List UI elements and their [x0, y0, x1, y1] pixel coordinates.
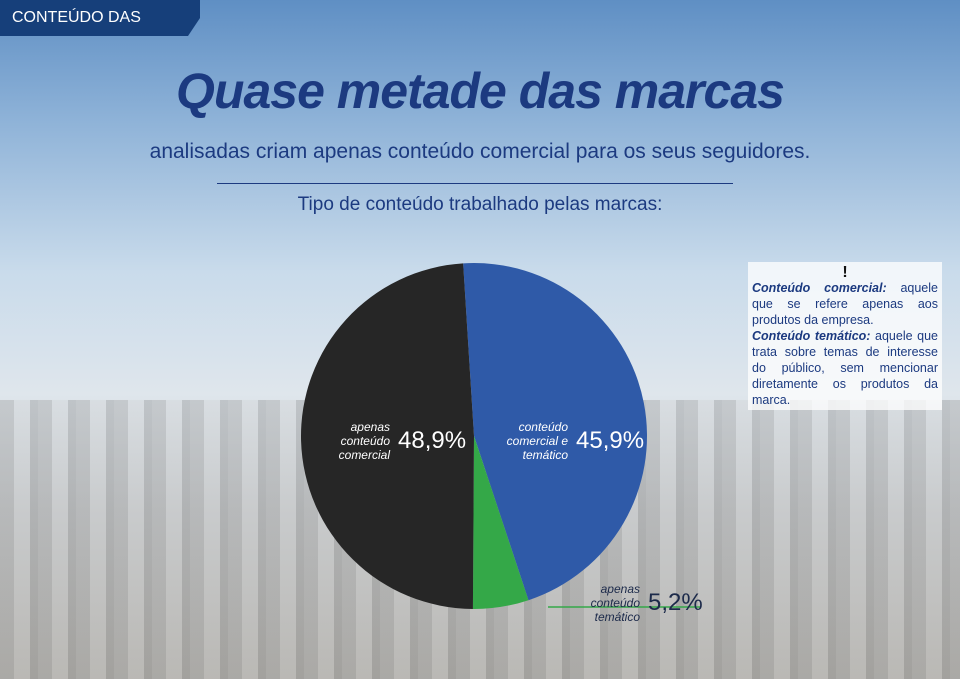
note-term: Conteúdo temático:: [752, 329, 871, 343]
chart-subtitle: analisadas criam apenas conteúdo comerci…: [149, 140, 811, 163]
category-label: apenas conteúdo comercial: [338, 420, 390, 462]
note-term: Conteúdo comercial:: [752, 281, 887, 295]
value-label: 5,2%: [648, 589, 703, 616]
note-text: aquele que trata sobre temas de interess…: [752, 329, 938, 407]
note-text: aquele que se refere apenas aos produtos…: [752, 281, 938, 327]
note-item: Conteúdo temático: aquele que trata sobr…: [752, 328, 938, 408]
pie-slice: [463, 262, 647, 601]
category-label: apenas conteúdo temático: [590, 582, 640, 624]
value-label: 45,9%: [576, 427, 645, 454]
pie-slice: [472, 436, 529, 609]
note-mark: !: [842, 264, 848, 281]
chart-title: Quase metade das marcas: [176, 63, 785, 119]
category-label: conteúdo comercial e temático: [506, 420, 568, 462]
note-item: Conteúdo comercial: aquele que se refere…: [752, 280, 938, 328]
chart-caption: Tipo de conteúdo trabalhado pelas marcas…: [297, 194, 663, 215]
data-label: apenas conteúdo comercial 48,9%: [306, 420, 466, 462]
section-tag[interactable]: CONTEÚDO DAS PÁGINAS: [0, 0, 200, 36]
note-box: ! Conteúdo comercial: aquele que se refe…: [748, 262, 942, 410]
divider: [217, 183, 733, 184]
value-label: 48,9%: [398, 427, 467, 454]
pie-slice: [300, 263, 474, 609]
data-label: apenas conteúdo temático 5,2%: [548, 582, 703, 624]
data-label: conteúdo comercial e temático 45,9%: [478, 420, 644, 462]
